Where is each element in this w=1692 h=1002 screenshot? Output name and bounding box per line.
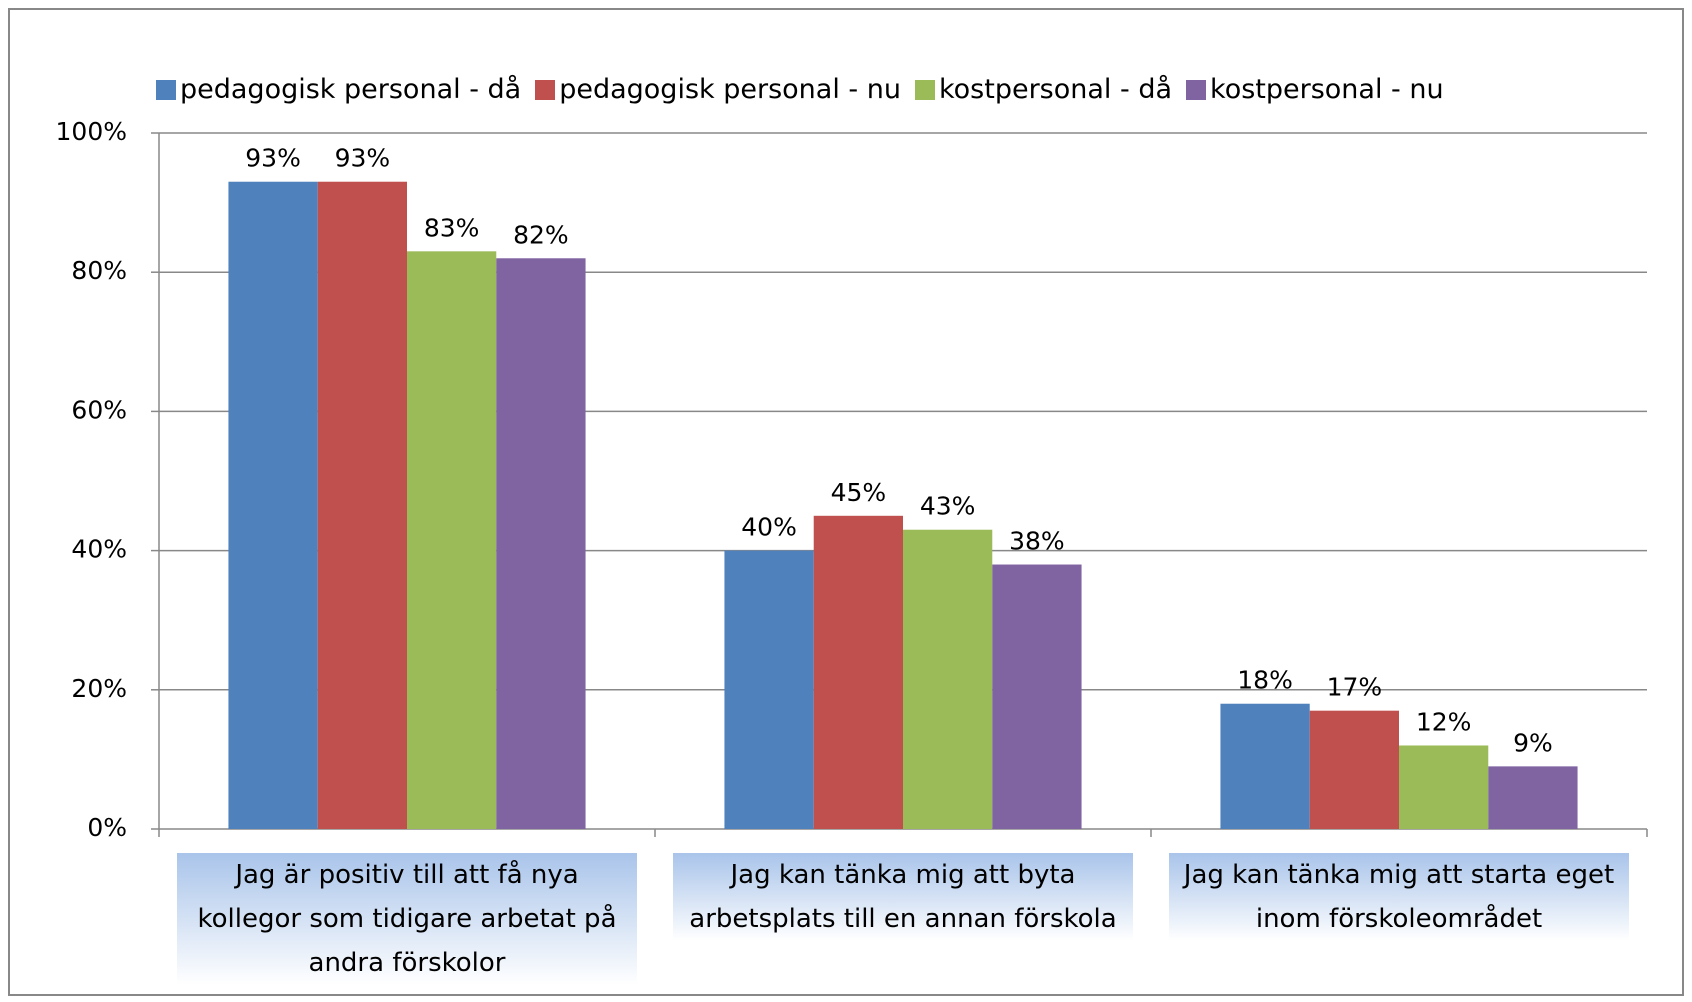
bar xyxy=(724,550,814,829)
y-tick-label: 60% xyxy=(71,395,127,424)
bar xyxy=(1488,766,1578,829)
bar xyxy=(903,529,993,829)
legend-swatch xyxy=(914,79,935,100)
y-tick-label: 40% xyxy=(71,535,127,564)
data-label: 45% xyxy=(831,478,887,507)
bar xyxy=(1309,710,1399,829)
bar xyxy=(1399,745,1489,829)
data-label: 38% xyxy=(1009,527,1065,556)
legend-item: kostpersonal - nu xyxy=(1186,74,1444,105)
y-tick-label: 80% xyxy=(71,256,127,285)
bar xyxy=(317,181,407,830)
data-label: 40% xyxy=(741,513,797,542)
data-label: 12% xyxy=(1416,707,1472,736)
legend-label: kostpersonal - nu xyxy=(1210,74,1444,105)
data-label: 82% xyxy=(513,220,569,249)
legend-swatch xyxy=(156,79,176,100)
data-label: 93% xyxy=(335,144,391,173)
x-tick-label: Jag kan tänka mig att byta arbetsplats t… xyxy=(673,853,1133,941)
legend-label: pedagogisk personal - då xyxy=(180,74,522,105)
bar xyxy=(496,258,586,829)
x-tick-label: Jag är positiv till att få nya kollegor … xyxy=(177,853,637,985)
legend: pedagogisk personal - då pedagogisk perso… xyxy=(156,74,1672,105)
data-label: 9% xyxy=(1513,728,1553,757)
data-label: 18% xyxy=(1237,666,1293,695)
y-tick-label: 20% xyxy=(71,674,127,703)
x-tick-label: Jag kan tänka mig att starta eget inom f… xyxy=(1169,853,1629,941)
frame xyxy=(8,8,1684,996)
data-label: 43% xyxy=(920,492,976,521)
legend-item: pedagogisk personal - nu xyxy=(535,74,901,105)
y-tick-label: 0% xyxy=(87,813,127,842)
legend-label: pedagogisk personal - nu xyxy=(559,74,901,105)
data-label: 93% xyxy=(245,144,301,173)
y-tick-label: 100% xyxy=(56,117,127,146)
bar xyxy=(228,181,318,830)
bar xyxy=(813,515,903,829)
legend-swatch xyxy=(1186,79,1207,100)
bar xyxy=(407,251,497,829)
data-label: 17% xyxy=(1327,673,1383,702)
legend-item: kostpersonal - då xyxy=(914,74,1173,105)
legend-swatch xyxy=(535,79,556,100)
bar xyxy=(992,564,1082,829)
legend-label: kostpersonal - då xyxy=(938,74,1173,105)
data-label: 83% xyxy=(424,213,480,242)
legend-item: pedagogisk personal - då xyxy=(156,74,521,105)
bar xyxy=(1220,703,1310,829)
